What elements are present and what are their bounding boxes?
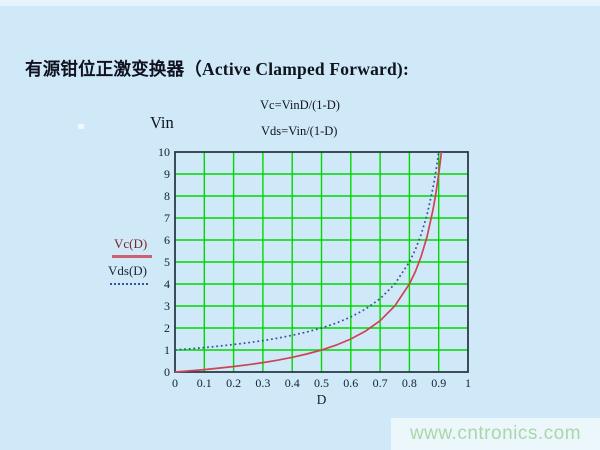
x-tick-label: 0.9 [431,376,446,390]
watermark-text: www.cntronics.com [409,423,582,444]
x-tick-label: 0.6 [343,376,358,390]
y-tick-label: 8 [164,189,170,203]
x-tick-label: 0.4 [285,376,300,390]
y-tick-label: 7 [164,211,170,225]
series-curve-vc [174,151,443,373]
y-tick-label: 0 [164,365,170,379]
top-highlight-strip [0,0,600,6]
y-tick-label: 6 [164,233,170,247]
y-tick-label: 10 [158,145,170,159]
formula-vds: Vds=Vin/(1-D) [261,124,338,138]
bullet-dot [78,124,84,129]
x-tick-label: 0.3 [255,376,270,390]
y-tick-label: 1 [164,343,170,357]
chart-legend: Vc(D) Vds(D) [108,236,172,285]
legend-vds-line-sample [110,283,148,285]
x-tick-label: 0.7 [373,376,388,390]
formula-vc: Vc=VinD/(1-D) [260,98,340,112]
y-tick-label: 9 [164,167,170,181]
y-tick-label: 2 [164,321,170,335]
plot-frame [174,151,469,373]
x-tick-label: 0 [172,376,178,390]
x-tick-label: 0.2 [226,376,241,390]
x-tick-label: 0.8 [402,376,417,390]
clamped-forward-chart: 0 1 2 3 4 5 6 7 8 9 10 0 0.1 0.2 0.3 0.4 0.5 0.6 0.7 0.8 0.9… [158,145,471,407]
x-tick-label: 0.1 [197,376,212,390]
y-tick-label: 4 [164,277,170,291]
x-tick-label: 0.5 [314,376,329,390]
legend-vc-line-sample [112,255,152,258]
x-tick-label: 1 [465,376,471,390]
legend-vc-label: Vc(D) [114,236,148,251]
y-tick-label: 3 [164,299,170,313]
series-curve-vds [174,151,440,351]
x-axis-label: D [317,392,327,407]
watermark-band: www.cntronics.com [391,418,600,450]
legend-vds-label: Vds(D) [108,263,147,278]
y-axis-title: Vin [150,113,174,132]
page-title: 有源钳位正激变换器（Active Clamped Forward): [25,59,409,79]
y-tick-label: 5 [164,255,170,269]
